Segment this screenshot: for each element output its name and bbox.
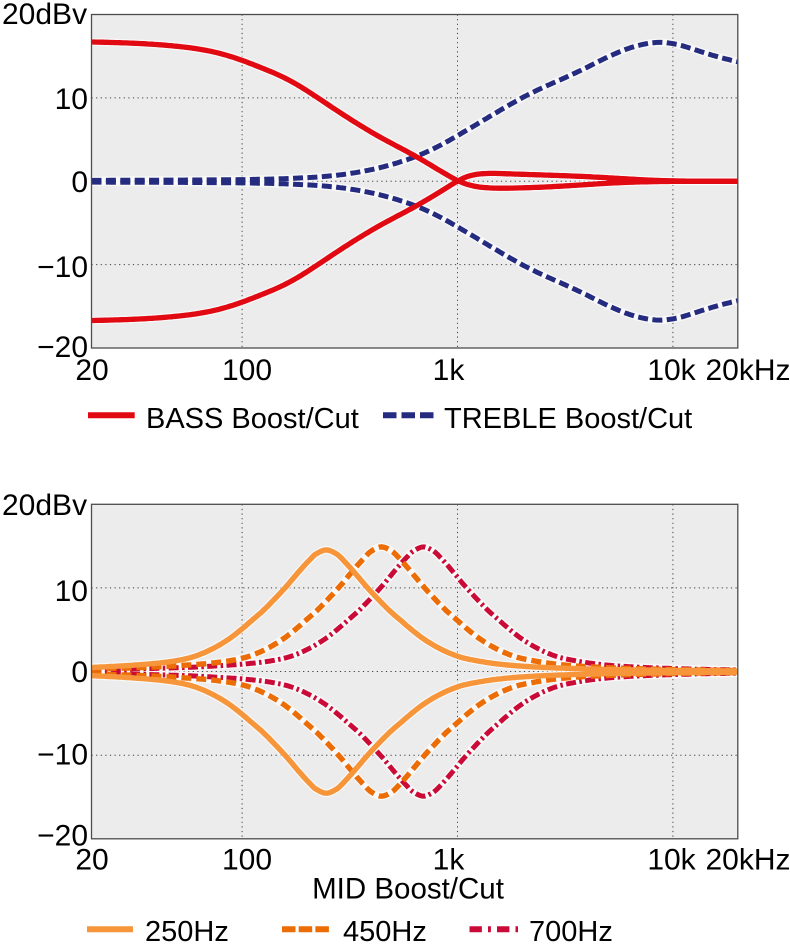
svg-text:20dBv: 20dBv [2,489,87,522]
svg-text:−20: −20 [37,820,88,853]
svg-text:10k: 10k [647,844,696,877]
svg-text:450Hz: 450Hz [343,916,427,948]
svg-text:20: 20 [75,844,108,877]
svg-text:250Hz: 250Hz [145,916,229,948]
svg-text:20dBv: 20dBv [2,0,87,31]
svg-text:20kHz: 20kHz [705,354,790,387]
svg-text:0: 0 [71,166,88,199]
svg-text:20: 20 [75,354,108,387]
svg-text:20kHz: 20kHz [705,844,790,877]
svg-text:100: 100 [222,844,272,877]
svg-text:700Hz: 700Hz [529,916,613,948]
svg-text:10: 10 [55,83,88,116]
svg-text:10k: 10k [647,354,696,387]
svg-text:10: 10 [55,575,88,608]
svg-text:1k: 1k [433,844,466,877]
svg-text:−20: −20 [37,331,88,364]
svg-text:BASS Boost/Cut: BASS Boost/Cut [146,403,359,435]
svg-text:0: 0 [71,656,88,689]
svg-text:TREBLE Boost/Cut: TREBLE Boost/Cut [444,403,692,435]
svg-text:MID Boost/Cut: MID Boost/Cut [312,873,504,906]
svg-text:1k: 1k [433,354,466,387]
svg-text:−10: −10 [37,251,88,284]
svg-text:−10: −10 [37,738,88,771]
svg-text:100: 100 [222,354,272,387]
